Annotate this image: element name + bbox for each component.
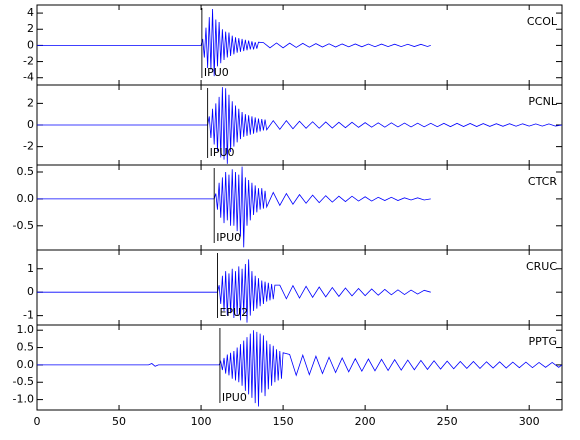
pick-label: EPU2 — [219, 306, 248, 319]
y-tick-label: 0.0 — [17, 192, 35, 205]
waveform — [37, 166, 431, 248]
pick-label: IPU0 — [216, 231, 241, 244]
y-tick-label: 0 — [27, 118, 34, 131]
waveform — [37, 259, 431, 323]
x-tick-label: 100 — [191, 415, 212, 428]
station-label: CCOL — [527, 15, 558, 28]
x-tick-label: 0 — [34, 415, 41, 428]
pick-label: IPU0 — [222, 391, 247, 404]
y-tick-label: -0.5 — [13, 219, 34, 232]
x-tick-label: 50 — [112, 415, 126, 428]
y-tick-label: 1.0 — [17, 323, 35, 336]
station-label: PCNL — [528, 95, 558, 108]
panel-frame — [36, 249, 563, 326]
pick-label: IPU0 — [210, 146, 235, 159]
panel-frame — [36, 324, 563, 411]
waveform — [37, 87, 563, 164]
x-tick-label: 300 — [519, 415, 540, 428]
y-tick-label: 0 — [27, 285, 34, 298]
y-tick-label: 0.5 — [17, 341, 35, 354]
y-tick-label: 0.0 — [17, 358, 35, 371]
waveform — [37, 9, 431, 77]
y-tick-label: -1 — [23, 309, 34, 322]
y-tick-label: -4 — [23, 71, 34, 84]
station-label: CRUC — [526, 260, 557, 273]
y-tick-label: -2 — [23, 140, 34, 153]
y-tick-label: 1 — [27, 262, 34, 275]
y-tick-label: 2 — [27, 96, 34, 109]
station-label: PPTG — [528, 335, 557, 348]
y-tick-label: 0.5 — [17, 165, 35, 178]
y-tick-label: 4 — [27, 6, 34, 19]
x-tick-label: 200 — [355, 415, 376, 428]
waveform — [37, 330, 563, 407]
pick-label: IPU0 — [204, 66, 229, 79]
x-tick-label: 150 — [273, 415, 294, 428]
x-tick-label: 250 — [437, 415, 458, 428]
y-tick-label: -1.0 — [13, 393, 34, 406]
y-tick-label: -0.5 — [13, 375, 34, 388]
y-tick-label: 0 — [27, 38, 34, 51]
station-label: CTCR — [528, 175, 557, 188]
panel-frame — [36, 164, 563, 251]
y-tick-label: -2 — [23, 55, 34, 68]
y-tick-label: 2 — [27, 22, 34, 35]
